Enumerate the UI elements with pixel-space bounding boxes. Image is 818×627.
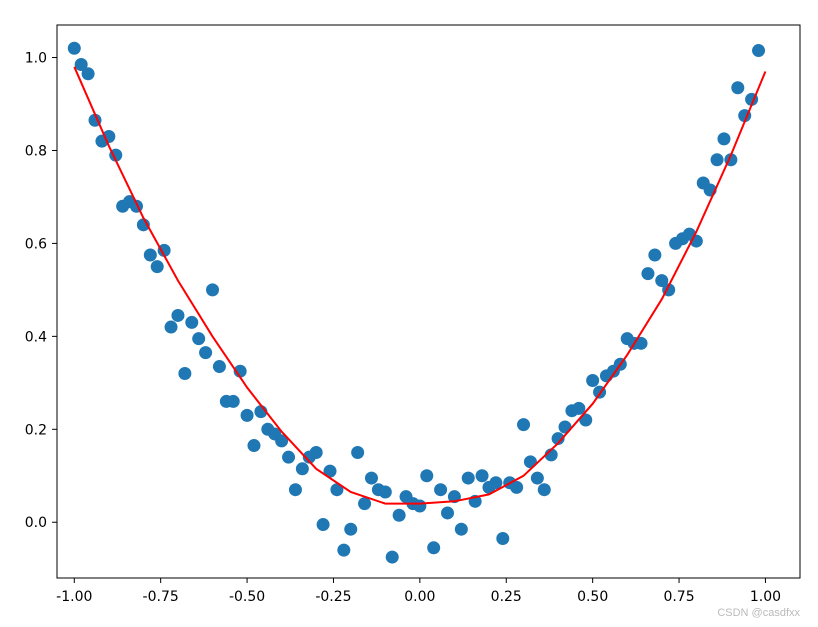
plot-area [56,24,801,579]
fit-curve-line [73,66,767,505]
scatter-point [731,81,745,95]
y-tick-label: 0.2 [25,422,47,438]
scatter-point [150,260,164,274]
scatter-point [517,418,531,432]
x-tick-label: -0.25 [315,589,351,605]
y-tick-label: 0.6 [25,236,47,252]
y-tick-label: 0.8 [25,143,47,159]
scatter-point [413,499,427,513]
scatter-point [648,248,662,262]
x-tick-label: 1.00 [750,589,781,605]
scatter-point [510,480,524,494]
scatter-point [551,432,565,446]
x-tick-label: -1.00 [56,589,92,605]
scatter-point [351,446,365,460]
scatter-point [240,408,254,422]
scatter-point [358,497,372,511]
scatter-point [441,506,455,520]
scatter-point [316,518,330,532]
scatter-point [572,401,586,415]
scatter-point [337,543,351,557]
scatter-point [330,483,344,497]
scatter-point [67,41,81,55]
scatter-point [717,132,731,146]
scatter-point [74,58,88,71]
watermark: CSDN @casdfxx [717,607,800,619]
scatter-point [199,346,213,360]
scatter-point [309,446,323,460]
scatter-point [641,267,655,281]
scatter-point [634,336,648,350]
scatter-point [496,532,510,545]
x-tick-label: 0.00 [404,589,435,605]
scatter-point [420,469,434,483]
x-tick-label: 0.75 [663,589,694,605]
scatter-point [364,471,378,485]
scatter-point [288,483,302,497]
scatter-point [523,455,537,469]
y-tick-label: 1.0 [25,51,47,67]
scatter-point [157,243,171,257]
scatter-point [143,248,157,262]
x-axis: -1.00 -0.75 -0.50 -0.25 0.00 0.25 0.50 0.75 1.00 [56,578,781,605]
scatter-point [247,439,261,453]
scatter-point [489,476,503,490]
scatter-point [233,364,247,378]
scatter-point [427,541,441,555]
scatter-point [185,315,199,329]
scatter-point [344,522,358,536]
scatter-point [206,283,220,297]
scatter-point [655,274,669,288]
x-tick-label: -0.75 [143,589,179,605]
scatter-point [586,374,600,387]
scatter-point [461,471,475,485]
scatter-point [282,450,296,464]
scatter-point [530,471,544,485]
scatter-point [212,360,226,374]
series-layer [67,41,767,564]
scatter-point [171,308,185,322]
y-tick-label: 0.4 [25,329,47,345]
scatter-point [752,44,766,58]
y-tick-label: 0.0 [25,515,47,531]
scatter-point [378,485,392,499]
scatter-point [164,320,178,334]
scatter-point [275,434,289,448]
scatter-point [434,483,448,497]
scatter-point [454,522,468,536]
scatter-point [323,464,337,478]
y-axis: 0.0 0.2 0.4 0.6 0.8 1.0 [25,51,57,531]
scatter-point [226,394,240,408]
scatter-point [385,550,399,564]
scatter-point [136,218,150,232]
scatter-point [537,483,551,497]
scatter-point [475,469,489,483]
scatter-point [392,508,406,522]
scatter-point [710,153,724,167]
scatter-point [178,367,192,381]
scatter-point [192,332,206,346]
x-tick-label: 0.25 [491,589,522,605]
scatter-point [81,67,95,81]
x-tick-label: 0.50 [577,589,608,605]
x-tick-label: -0.50 [229,589,265,605]
scatter-point [295,462,309,476]
